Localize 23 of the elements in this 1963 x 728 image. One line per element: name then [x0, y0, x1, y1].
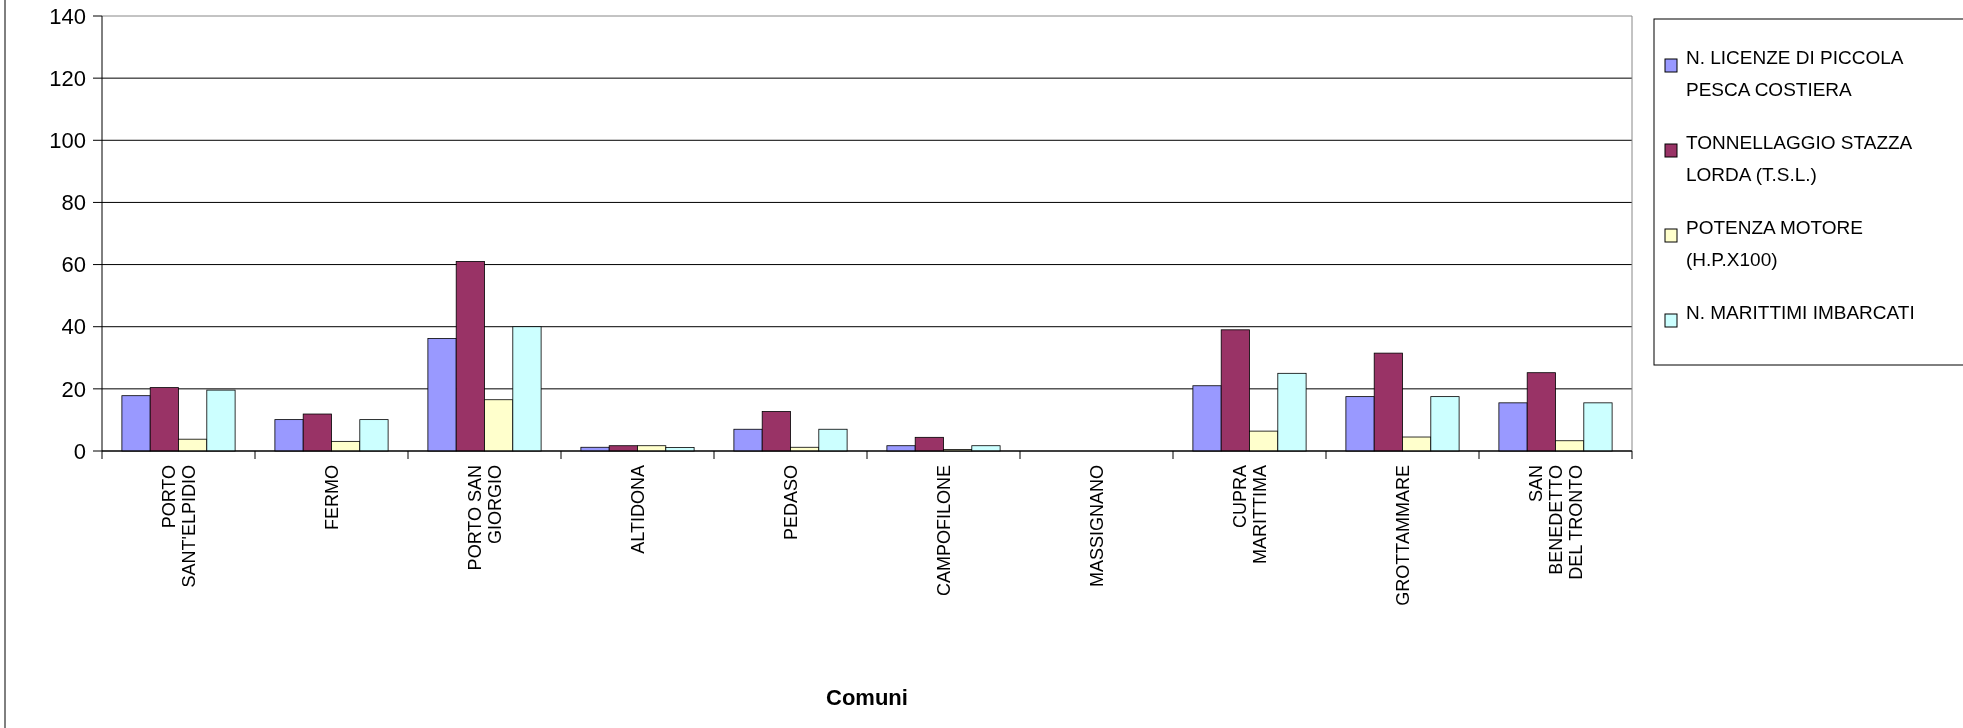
- legend-label: TONNELLAGGIO STAZZA LORDA (T.S.L.): [1686, 132, 1913, 185]
- x-tick-label: PORTO SAN GIORGIO: [464, 465, 505, 571]
- y-tick-label: 20: [61, 376, 86, 402]
- y-tick-label: 0: [73, 438, 86, 464]
- x-tick-label: FERMO: [321, 465, 342, 530]
- y-tick-label: 120: [49, 65, 86, 91]
- y-tick-label: 80: [61, 190, 86, 216]
- legend-label: N. MARITTIMI IMBARCATI: [1686, 302, 1915, 323]
- x-axis-title: Comuni: [826, 685, 908, 710]
- y-tick-label: 140: [49, 3, 86, 29]
- x-tick-label: SAN BENEDETTO DEL TRONTO: [1525, 465, 1586, 580]
- x-tick-label: MASSIGNANO: [1086, 465, 1107, 588]
- y-tick-label: 40: [61, 314, 86, 340]
- x-tick-label: PEDASO: [780, 465, 801, 541]
- legend-label: POTENZA MOTORE (H.P.X100): [1686, 217, 1864, 270]
- x-tick-label: CAMPOFILONE: [933, 465, 954, 597]
- x-tick-label: ALTIDONA: [627, 465, 648, 554]
- legend-label: N. LICENZE DI PICCOLA PESCA COSTIERA: [1686, 47, 1904, 100]
- y-tick-label: 60: [61, 252, 86, 278]
- y-tick-label: 100: [49, 127, 86, 153]
- x-tick-label: GROTTAMMARE: [1392, 465, 1413, 606]
- x-tick-label: CUPRA MARITTIMA: [1229, 465, 1270, 564]
- x-tick-label: PORTO SANT'ELPIDIO: [158, 465, 199, 588]
